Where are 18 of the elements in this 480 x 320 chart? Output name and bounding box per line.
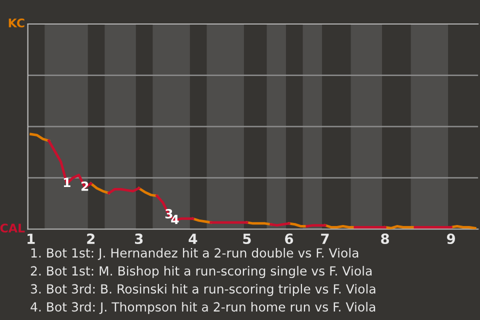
- text: 3. Bot 3rd: B. Rosinski hit a run-scoring triple vs F. Viola: [30, 284, 376, 296]
- text: 1. Bot 1st: J. Hernandez hit a 2-run double vs F. Viola: [31, 248, 358, 260]
- x-tick-label: 7: [321, 234, 329, 244]
- text: CAL: [0, 224, 25, 233]
- annotation: 2: [82, 182, 88, 191]
- text: 2. Bot 1st: M. Bishop hit a run-scoring single vs F. Viola: [30, 266, 372, 278]
- text: KC: [8, 18, 24, 28]
- x-tick-label: 1: [28, 234, 35, 244]
- x-tick-label: 5: [243, 234, 251, 244]
- x-tick-label: 4: [188, 234, 198, 244]
- x-tick-label: 2: [87, 234, 94, 244]
- x-tick-label: 3: [134, 234, 143, 244]
- x-tick-label: 6: [285, 234, 294, 244]
- annotation: 1: [64, 178, 70, 187]
- text: 4. Bot 3rd: J. Thompson hit a 2-run home run vs F. Viola: [30, 302, 376, 314]
- x-tick-label: 8: [381, 234, 389, 244]
- annotation: 4: [171, 214, 179, 224]
- x-tick-label: 9: [446, 234, 456, 244]
